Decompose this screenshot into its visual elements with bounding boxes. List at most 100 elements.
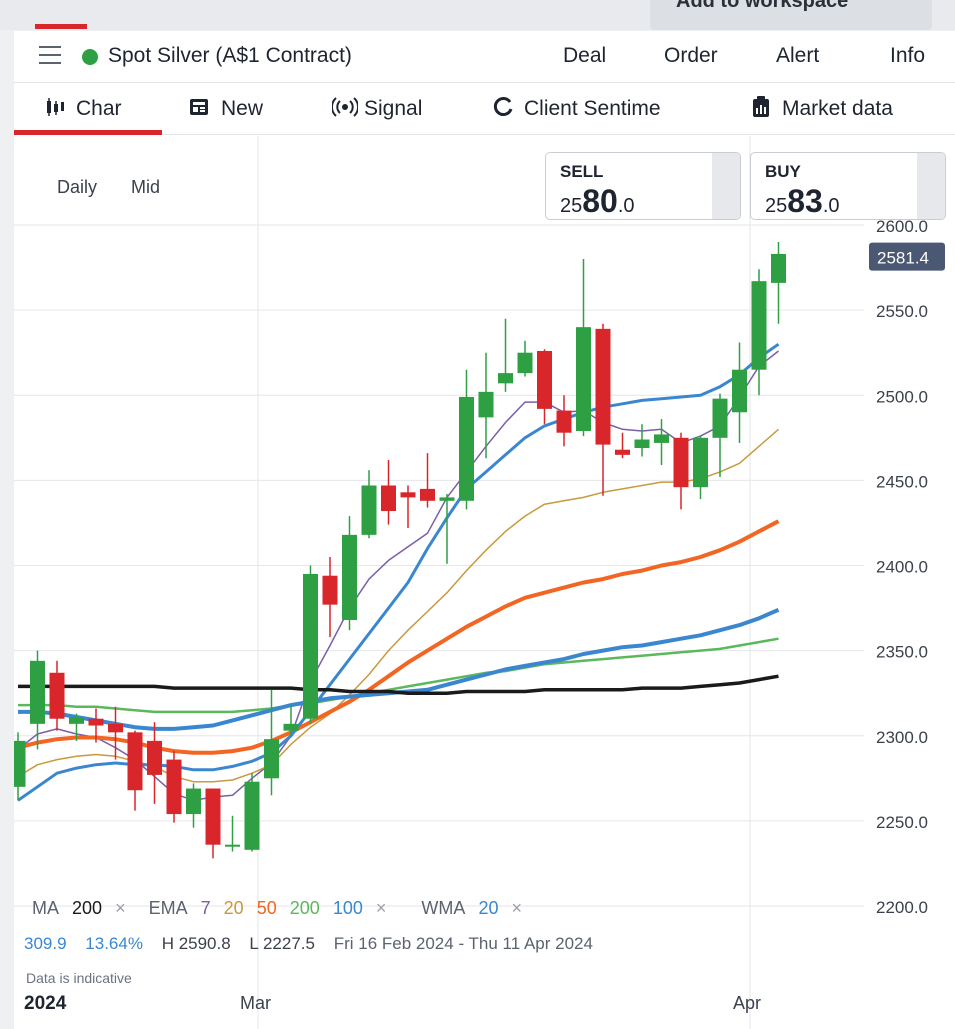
- y-tick-label: 2200.0: [876, 898, 928, 917]
- wma-period[interactable]: 20: [478, 898, 499, 918]
- tab-chart-label: Char: [76, 97, 122, 120]
- candle-body: [186, 788, 201, 815]
- price-type-selector[interactable]: Mid: [131, 177, 161, 197]
- candle-body: [30, 660, 45, 724]
- wma-label: WMA: [421, 898, 466, 918]
- candle-body: [49, 672, 65, 719]
- sell-button[interactable]: SELL 2580.0: [545, 152, 741, 220]
- candle-body: [459, 396, 474, 501]
- ema-20[interactable]: 20: [223, 898, 244, 918]
- change-percent: 13.64%: [85, 934, 143, 953]
- buy-strip: [917, 153, 945, 219]
- candle-body: [751, 281, 767, 370]
- y-tick-label: 2550.0: [876, 302, 928, 321]
- x-axis-year: 2024: [24, 993, 67, 1014]
- ema-7[interactable]: 7: [200, 898, 211, 918]
- add-to-workspace-button[interactable]: Add to workspace: [650, 0, 932, 30]
- disclaimer: Data is indicative: [26, 970, 132, 986]
- candle-body: [381, 485, 396, 512]
- tab-news-label: New: [221, 97, 264, 120]
- candle-body: [205, 788, 221, 845]
- candle-body: [400, 492, 416, 498]
- tab-news[interactable]: New: [189, 83, 263, 135]
- y-tick-label: 2400.0: [876, 558, 928, 577]
- candles-icon: [44, 97, 66, 121]
- low-value: L 2227.5: [249, 934, 315, 953]
- y-tick-label: 2600.0: [876, 217, 928, 236]
- tab-signal[interactable]: Signal: [330, 83, 423, 135]
- y-tick-label: 2500.0: [876, 387, 928, 406]
- chart-area[interactable]: 2600.0 2550.0 2500.0 2450.0 2400.0 2350.0 2300…: [14, 136, 955, 1029]
- ma-label: MA: [32, 898, 59, 918]
- tab-chart[interactable]: Char: [44, 83, 122, 135]
- candle-body: [69, 717, 84, 724]
- candle-body: [712, 398, 728, 438]
- candle-body: [244, 781, 260, 850]
- candle-body: [147, 740, 162, 775]
- buy-label: BUY: [765, 162, 801, 181]
- tab-bar: Char New Signal Client Sentime Market da…: [14, 83, 955, 135]
- menu-icon[interactable]: [39, 46, 61, 64]
- y-tick-label: 2450.0: [876, 472, 928, 491]
- candle-body: [576, 327, 591, 432]
- candle-body: [537, 350, 552, 409]
- top-active-indicator: [35, 24, 87, 29]
- candle-body: [634, 439, 650, 449]
- tab-market-data[interactable]: Market data: [750, 83, 893, 135]
- buy-price: 2583.0: [765, 183, 840, 219]
- last-price-label: 2581.4: [877, 249, 929, 268]
- deal-button[interactable]: Deal: [563, 44, 607, 67]
- candle-body: [615, 449, 630, 455]
- series-ema-20: [17, 428, 779, 783]
- candle-body: [322, 575, 338, 605]
- series-ema-100: [17, 342, 780, 802]
- ema-100[interactable]: 100: [332, 898, 363, 918]
- candle-body: [283, 723, 299, 731]
- ema-200[interactable]: 200: [289, 898, 320, 918]
- candle-body: [673, 437, 689, 488]
- market-status-dot: [82, 49, 98, 65]
- candle-body: [732, 369, 747, 413]
- instrument-header: Spot Silver (A$1 Contract) Deal Order Al…: [14, 31, 955, 83]
- last-price-tag: [869, 242, 945, 271]
- x-axis-label-mar: Mar: [240, 993, 271, 1013]
- high-value: H 2590.8: [161, 934, 231, 953]
- ema-50[interactable]: 50: [256, 898, 277, 918]
- series-ema-7: [17, 350, 779, 802]
- clipboard-icon: [750, 95, 772, 123]
- order-button[interactable]: Order: [664, 44, 718, 67]
- candle-body: [478, 391, 494, 418]
- candle-body: [498, 373, 513, 384]
- buy-button[interactable]: BUY 2583.0: [750, 152, 946, 220]
- candle-body: [264, 739, 279, 779]
- tab-signal-label: Signal: [364, 97, 423, 120]
- ma-remove-icon[interactable]: ×: [115, 898, 126, 918]
- y-tick-label: 2350.0: [876, 643, 928, 662]
- ema-remove-icon[interactable]: ×: [375, 898, 387, 918]
- price-chart[interactable]: 2600.0 2550.0 2500.0 2450.0 2400.0 2350.0 2300…: [14, 136, 955, 1029]
- signal-icon: [330, 96, 360, 122]
- candle-body: [225, 844, 240, 847]
- candle-body: [439, 497, 455, 501]
- indicator-legend: MA 200 × EMA 7 20 50 200 100 × WMA 20 ×: [32, 898, 530, 919]
- candle-body: [420, 488, 435, 501]
- tab-client-sentiment[interactable]: Client Sentime: [492, 83, 661, 135]
- alert-button[interactable]: Alert: [776, 44, 820, 67]
- info-button[interactable]: Info: [890, 44, 926, 67]
- wma-remove-icon[interactable]: ×: [511, 898, 522, 918]
- ema-label: EMA: [148, 898, 188, 918]
- candle-body: [88, 718, 104, 726]
- candle-body: [654, 434, 669, 443]
- sell-price: 2580.0: [560, 183, 635, 219]
- candle-body: [14, 740, 26, 787]
- candle-body: [361, 485, 377, 535]
- newspaper-icon: [189, 98, 211, 121]
- y-tick-label: 2300.0: [876, 728, 928, 747]
- ma-period[interactable]: 200: [72, 898, 103, 918]
- sell-label: SELL: [560, 162, 604, 181]
- candle-body: [595, 328, 611, 445]
- candle-body: [127, 732, 143, 791]
- tab-client-sentiment-label: Client Sentime: [524, 97, 661, 120]
- candle-body: [166, 759, 182, 815]
- period-selector[interactable]: Daily: [57, 177, 98, 197]
